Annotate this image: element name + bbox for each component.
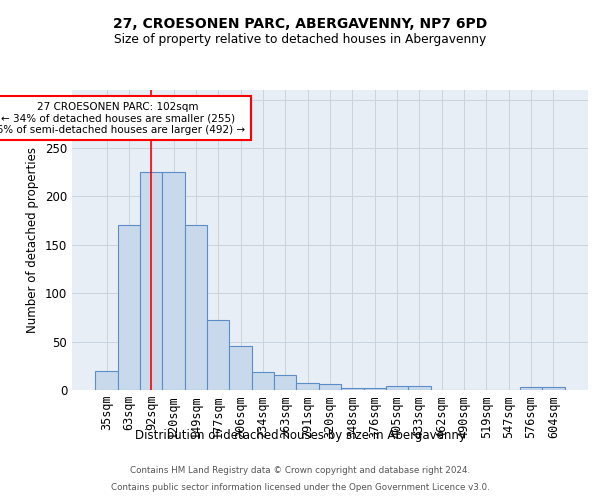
Bar — [95, 370, 118, 390]
Bar — [341, 388, 364, 390]
Bar — [520, 387, 542, 390]
Bar — [364, 388, 386, 390]
Text: Contains public sector information licensed under the Open Government Licence v3: Contains public sector information licen… — [110, 484, 490, 492]
Text: Distribution of detached houses by size in Abergavenny: Distribution of detached houses by size … — [134, 428, 466, 442]
Bar — [229, 346, 252, 390]
Bar — [185, 226, 207, 390]
Bar — [207, 320, 229, 390]
Y-axis label: Number of detached properties: Number of detached properties — [26, 147, 40, 333]
Bar — [274, 374, 296, 390]
Bar — [408, 386, 431, 390]
Text: 27 CROESONEN PARC: 102sqm
← 34% of detached houses are smaller (255)
66% of semi: 27 CROESONEN PARC: 102sqm ← 34% of detac… — [0, 102, 245, 135]
Bar — [296, 383, 319, 390]
Text: 27, CROESONEN PARC, ABERGAVENNY, NP7 6PD: 27, CROESONEN PARC, ABERGAVENNY, NP7 6PD — [113, 18, 487, 32]
Text: Size of property relative to detached houses in Abergavenny: Size of property relative to detached ho… — [114, 32, 486, 46]
Bar — [319, 384, 341, 390]
Bar — [140, 172, 163, 390]
Bar — [542, 387, 565, 390]
Bar — [252, 372, 274, 390]
Bar — [118, 226, 140, 390]
Bar — [386, 386, 408, 390]
Bar — [163, 172, 185, 390]
Text: Contains HM Land Registry data © Crown copyright and database right 2024.: Contains HM Land Registry data © Crown c… — [130, 466, 470, 475]
